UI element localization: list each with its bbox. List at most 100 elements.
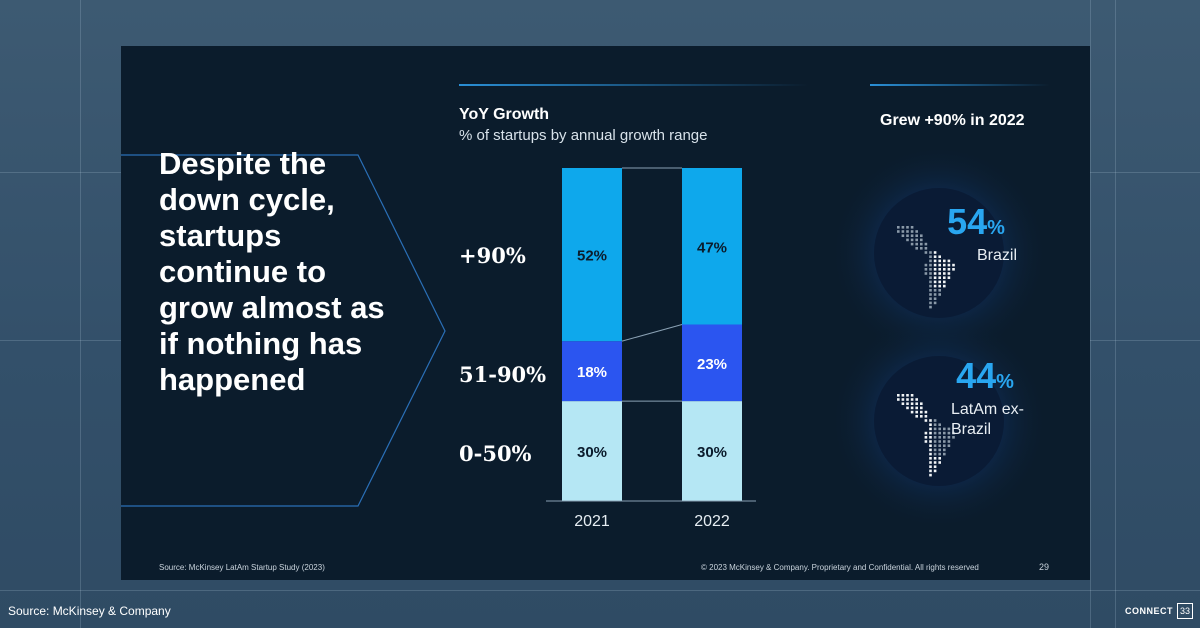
map-dot	[933, 297, 937, 300]
map-dot	[897, 394, 900, 397]
map-dot	[938, 284, 941, 288]
map-dot	[920, 234, 923, 237]
outer-source: Source: McKinsey & Company	[8, 604, 171, 618]
map-dot	[929, 461, 932, 464]
map-dot	[929, 272, 932, 275]
map-dot	[897, 226, 900, 229]
map-dot	[947, 427, 951, 431]
globe-brazil	[874, 188, 1004, 318]
row-label-bottom: 0-50%	[459, 441, 532, 466]
map-dot	[938, 440, 941, 443]
map-dot	[929, 465, 932, 468]
map-dot	[947, 436, 951, 439]
map-dot	[933, 263, 937, 267]
map-dot	[924, 272, 928, 275]
chevron-frame	[121, 154, 446, 507]
map-dot	[952, 268, 955, 271]
map-dot	[924, 247, 928, 250]
map-dot	[915, 242, 918, 246]
map-dot	[929, 431, 932, 435]
map-dot	[924, 415, 928, 418]
map-dot	[929, 297, 932, 300]
map-dot	[910, 402, 914, 405]
map-dot	[924, 410, 928, 414]
page-number: 29	[1039, 562, 1050, 572]
map-dot	[933, 440, 937, 443]
map-dot	[938, 268, 941, 271]
brand-logo: CONNECT 33	[1125, 602, 1194, 620]
panel-accent-line	[870, 84, 1050, 86]
map-dot	[920, 242, 923, 246]
map-dot	[933, 427, 937, 431]
map-dot	[929, 448, 932, 452]
map-dot	[938, 444, 941, 447]
map-dot	[920, 410, 923, 414]
map-dot	[897, 230, 900, 233]
row-label-mid: 51-90%	[459, 362, 547, 387]
map-dot	[947, 440, 951, 443]
map-dot	[901, 394, 905, 397]
map-dot	[906, 226, 909, 229]
stat-brazil-unit: %	[987, 217, 1005, 239]
map-dot	[938, 448, 941, 452]
map-dot	[933, 444, 937, 447]
bar-2021-seg-2	[562, 168, 622, 342]
latin-america-dot-map	[897, 226, 955, 477]
map-dot	[943, 272, 946, 275]
map-dot	[952, 436, 955, 439]
map-dot	[947, 444, 951, 447]
map-dot	[947, 259, 951, 263]
map-dot	[947, 276, 951, 279]
map-dot	[924, 242, 928, 246]
map-dot	[938, 457, 941, 460]
map-dot	[938, 461, 941, 464]
map-dot	[933, 280, 937, 284]
map-dot	[929, 251, 932, 254]
map-dot	[901, 402, 905, 405]
map-dot	[938, 423, 941, 426]
map-dot	[910, 410, 914, 414]
data-label-2022-1: 23%	[697, 356, 727, 373]
map-dot	[938, 431, 941, 435]
map-dot	[938, 255, 941, 258]
map-dot	[933, 289, 937, 292]
map-dot	[929, 284, 932, 288]
map-dot	[933, 448, 937, 452]
map-dot	[929, 440, 932, 443]
side-panel-title: Grew +90% in 2022	[880, 112, 1025, 129]
map-dot	[910, 226, 914, 229]
map-dot	[933, 452, 937, 456]
map-dot	[901, 234, 905, 237]
map-dot	[929, 419, 932, 422]
map-dot	[938, 427, 941, 431]
bar-2021-seg-0	[562, 401, 622, 501]
map-dot	[906, 230, 909, 233]
stacked-bar-chart: 30% 18% 52% 2021 30% 23% 47% 2022	[546, 167, 756, 530]
map-dot	[915, 234, 918, 237]
data-label-2022-2: 47%	[697, 239, 727, 256]
map-dot	[906, 234, 909, 237]
map-dot	[938, 452, 941, 456]
map-dot	[933, 259, 937, 263]
map-dot	[910, 398, 914, 401]
map-dot	[920, 402, 923, 405]
map-dot	[929, 268, 932, 271]
bar-2022-seg-1	[682, 324, 742, 402]
map-dot	[906, 238, 909, 242]
bar-2022-seg-2	[682, 168, 742, 325]
map-dot	[901, 226, 905, 229]
map-dot	[933, 251, 937, 254]
map-dot	[929, 276, 932, 279]
footer-source: Source: McKinsey LatAm Startup Study (20…	[159, 563, 325, 572]
map-dot	[947, 431, 951, 435]
map-dot	[938, 259, 941, 263]
bar-2022-seg-0	[682, 401, 742, 501]
map-dot	[929, 444, 932, 447]
map-dot	[897, 398, 900, 401]
map-dot	[933, 272, 937, 275]
map-dot	[924, 436, 928, 439]
connector-line-1	[621, 324, 683, 342]
map-dot	[933, 423, 937, 426]
map-dot	[901, 398, 905, 401]
map-dot	[924, 419, 928, 422]
